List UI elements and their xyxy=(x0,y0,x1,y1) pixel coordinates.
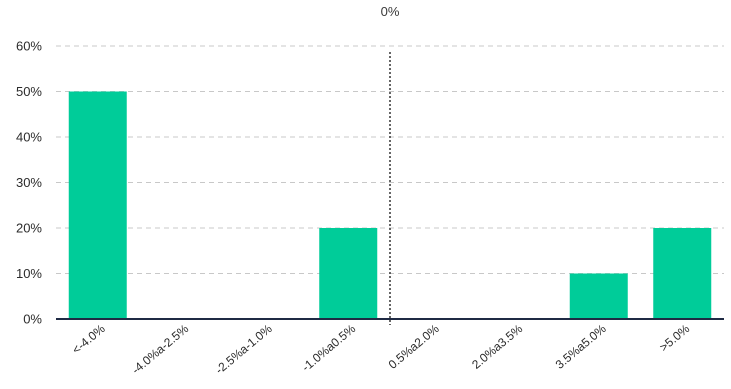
bar xyxy=(319,228,378,319)
x-category-label: -1.0%a0.5% xyxy=(299,321,358,374)
bar xyxy=(653,228,712,319)
x-category-label: -2.5%a-1.0% xyxy=(213,321,275,377)
bar xyxy=(68,91,127,319)
y-tick-label: 40% xyxy=(16,130,42,145)
x-category-label: >5.0% xyxy=(657,321,693,354)
y-tick-label: 60% xyxy=(16,39,42,54)
x-category-label: 3.5%a5.0% xyxy=(553,321,609,371)
y-axis-tick-labels: 0% 10% 20% 30% 40% 50% 60% xyxy=(16,39,42,327)
y-tick-label: 10% xyxy=(16,266,42,281)
y-tick-label: 0% xyxy=(23,312,42,327)
x-axis-category-labels: <-4.0% -4.0%a-2.5% -2.5%a-1.0% -1.0%a0.5% 0.… xyxy=(69,321,692,377)
x-category-label: <-4.0% xyxy=(69,321,108,357)
zero-reference-label: 0% xyxy=(381,4,400,19)
x-category-label: -4.0%a-2.5% xyxy=(129,321,191,377)
y-tick-label: 30% xyxy=(16,175,42,190)
bars xyxy=(68,91,712,319)
x-category-label: 0.5%a2.0% xyxy=(386,321,442,371)
x-category-label: 2.0%a3.5% xyxy=(469,321,525,371)
bar xyxy=(569,273,628,319)
y-tick-label: 50% xyxy=(16,84,42,99)
y-tick-label: 20% xyxy=(16,221,42,236)
